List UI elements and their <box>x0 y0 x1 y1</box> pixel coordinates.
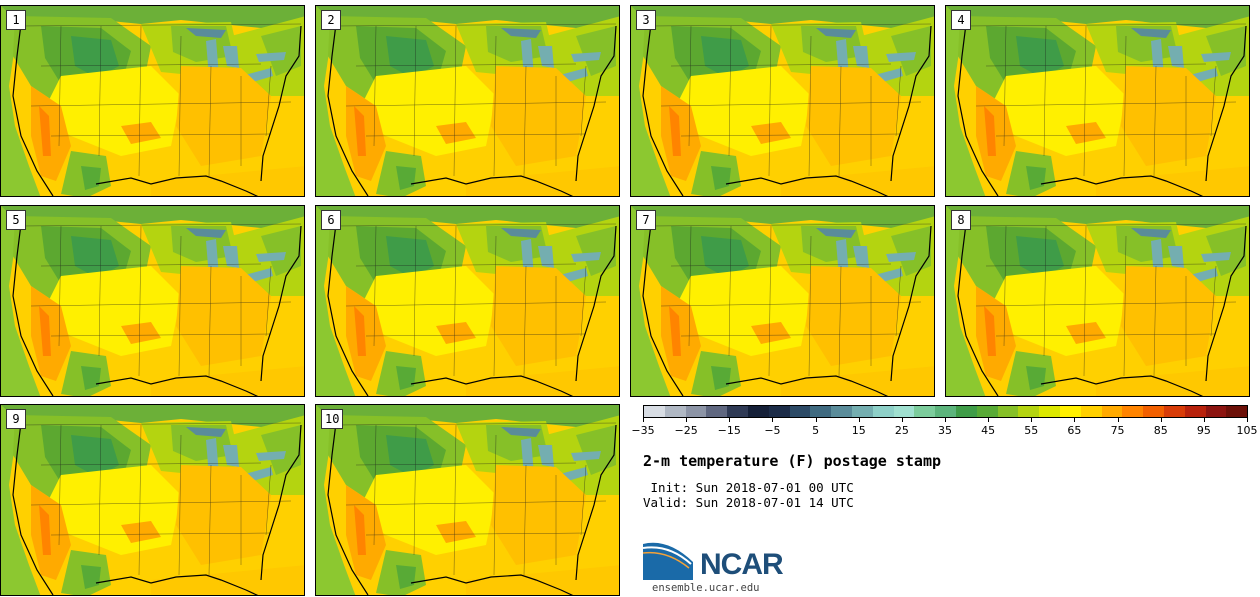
colorbar-swatch <box>664 406 686 417</box>
colorbar-swatch <box>727 406 748 417</box>
colorbar-swatch <box>1184 406 1206 417</box>
colorbar-tick-label: 25 <box>894 424 909 437</box>
colorbar-tick <box>945 418 946 422</box>
chart-title: 2-m temperature (F) postage stamp <box>643 452 942 470</box>
colorbar-tick <box>1031 418 1033 422</box>
colorbar-tick <box>1074 418 1076 422</box>
colorbar-swatch <box>685 406 707 417</box>
panel-number: 4 <box>951 10 971 30</box>
colorbar-tick <box>1247 418 1248 422</box>
colorbar-tick <box>901 418 903 422</box>
colorbar-tick <box>1203 418 1205 422</box>
temperature-colorbar <box>643 405 1248 418</box>
colorbar-swatch <box>1205 406 1227 417</box>
temperature-map <box>1 6 305 197</box>
temperature-map <box>1 405 305 596</box>
colorbar-swatch <box>851 406 873 417</box>
colorbar-tick-label: 105 <box>1236 424 1258 437</box>
colorbar-swatch <box>997 406 1019 417</box>
temperature-map <box>631 6 935 197</box>
panel-number: 5 <box>6 210 26 230</box>
temperature-map <box>1 206 305 397</box>
temperature-map <box>316 206 620 397</box>
colorbar-swatch <box>976 406 998 417</box>
colorbar-swatch <box>1080 406 1102 417</box>
colorbar-tick-label: −35 <box>631 424 655 437</box>
panel-number: 6 <box>321 210 341 230</box>
colorbar-tick-label: 75 <box>1110 424 1125 437</box>
colorbar-swatch <box>789 406 811 417</box>
colorbar-swatch <box>1039 406 1060 417</box>
map-panel-5[interactable]: 5 <box>0 205 305 397</box>
colorbar-tick-label: 65 <box>1067 424 1082 437</box>
colorbar-swatch <box>644 406 665 417</box>
panel-number: 7 <box>636 210 656 230</box>
map-panel-2[interactable]: 2 <box>315 5 620 197</box>
temperature-map <box>946 6 1250 197</box>
website-url[interactable]: ensemble.ucar.edu <box>652 582 760 594</box>
ncar-logo-icon <box>643 542 693 580</box>
colorbar-ticks: −35−25−15−55152535455565758595105115 <box>631 418 1258 442</box>
colorbar-tick <box>1117 418 1119 422</box>
colorbar-swatch <box>1163 406 1185 417</box>
ncar-logo-text: NCAR <box>700 548 784 581</box>
colorbar-swatch <box>1226 406 1248 417</box>
colorbar-tick <box>772 418 774 422</box>
colorbar-swatch <box>1101 406 1123 417</box>
panel-number: 9 <box>6 409 26 429</box>
colorbar-tick <box>858 418 860 422</box>
colorbar-tick-label: −5 <box>764 424 781 437</box>
map-panel-7[interactable]: 7 <box>630 205 935 397</box>
map-panel-9[interactable]: 9 <box>0 404 305 596</box>
colorbar-swatch <box>955 406 977 417</box>
map-panel-4[interactable]: 4 <box>945 5 1250 197</box>
temperature-map <box>946 206 1250 397</box>
colorbar-tick-label: 45 <box>981 424 996 437</box>
panel-number: 8 <box>951 210 971 230</box>
colorbar-swatch <box>872 406 894 417</box>
colorbar-tick-label: 15 <box>851 424 866 437</box>
colorbar-swatch <box>768 406 790 417</box>
colorbar-tick <box>988 418 990 422</box>
temperature-map <box>316 6 620 197</box>
colorbar-swatch <box>1018 406 1040 417</box>
colorbar-swatch <box>1143 406 1164 417</box>
colorbar-tick-label: 35 <box>938 424 952 437</box>
colorbar-tick <box>729 418 731 422</box>
colorbar-tick-label: −15 <box>717 424 741 437</box>
map-panel-3[interactable]: 3 <box>630 5 935 197</box>
colorbar-swatch <box>1059 406 1081 417</box>
map-panel-8[interactable]: 8 <box>945 205 1250 397</box>
panel-number: 1 <box>6 10 26 30</box>
colorbar-tick-label: 85 <box>1153 424 1168 437</box>
valid-time: Valid: Sun 2018-07-01 14 UTC <box>643 495 854 510</box>
colorbar-tick-label: 55 <box>1024 424 1039 437</box>
colorbar-tick-label: 5 <box>812 424 820 437</box>
colorbar-tick-label: 95 <box>1196 424 1211 437</box>
colorbar-tick <box>686 418 688 422</box>
temperature-map <box>316 405 620 596</box>
colorbar-swatch <box>747 406 769 417</box>
colorbar-swatch <box>706 406 728 417</box>
colorbar-tick <box>1160 418 1162 422</box>
panel-number: 3 <box>636 10 656 30</box>
init-time: Init: Sun 2018-07-01 00 UTC <box>643 480 854 495</box>
colorbar-swatch <box>893 406 915 417</box>
colorbar-swatch <box>914 406 936 417</box>
panel-number: 2 <box>321 10 341 30</box>
map-panel-1[interactable]: 1 <box>0 5 305 197</box>
colorbar-tick-label: −25 <box>674 424 698 437</box>
map-panel-6[interactable]: 6 <box>315 205 620 397</box>
colorbar-tick <box>815 418 817 422</box>
colorbar-swatch <box>1122 406 1144 417</box>
panel-number: 10 <box>321 409 344 429</box>
colorbar-swatch <box>935 406 956 417</box>
colorbar-swatch <box>810 406 832 417</box>
colorbar-swatch <box>831 406 852 417</box>
colorbar-tick <box>643 418 644 422</box>
temperature-map <box>631 206 935 397</box>
map-panel-10[interactable]: 10 <box>315 404 620 596</box>
